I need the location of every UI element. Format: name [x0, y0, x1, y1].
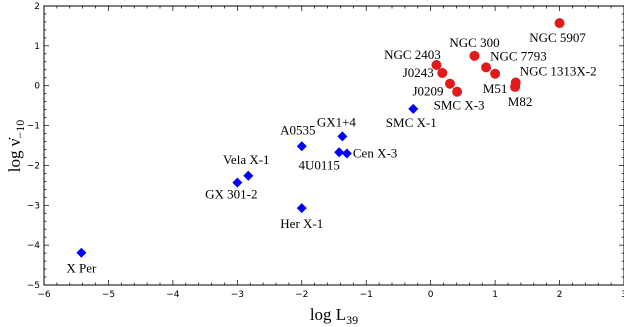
diamond-marker [243, 170, 254, 181]
y-tick-label: 0 [34, 82, 40, 92]
point-label: NGC 2403 [384, 47, 441, 62]
point-label: J0209 [412, 84, 443, 99]
y-axis-title: log ν̇−10 [5, 120, 27, 172]
x-tick-label: −6 [37, 290, 51, 300]
plot-frame [43, 5, 624, 286]
point-label: X Per [66, 261, 97, 276]
circle-marker [452, 86, 463, 97]
circle-marker [431, 59, 442, 70]
point-label: Cen X-3 [353, 145, 397, 160]
x-tick-label: −5 [102, 290, 115, 300]
circle-marker [437, 67, 448, 78]
point-label: M82 [508, 94, 533, 109]
x-tick-label: −4 [166, 290, 180, 300]
diamond-marker [341, 148, 352, 159]
diamond-marker [232, 177, 243, 188]
axis-ticks [43, 5, 624, 286]
x-tick-label: −1 [360, 290, 373, 300]
x-axis-title: log L39 [310, 305, 358, 327]
circle-marker [469, 50, 480, 61]
y-tick-label: −4 [27, 241, 41, 251]
point-label: A0535 [280, 122, 315, 137]
point-label: J0243 [403, 65, 434, 80]
point-label: SMC X-1 [386, 115, 437, 130]
x-tick-label: 0 [428, 290, 434, 300]
diamond-marker [334, 147, 345, 158]
point-label: GX1+4 [317, 114, 357, 129]
diamond-marker [337, 131, 348, 142]
point-label: M51 [483, 81, 508, 96]
data-markers [76, 18, 565, 258]
point-label: Vela X-1 [223, 152, 270, 167]
diamond-marker [76, 247, 87, 258]
y-tick-label: −1 [27, 122, 40, 132]
circle-marker [554, 18, 565, 29]
point-label: GX 301-2 [205, 187, 257, 202]
circle-marker [510, 81, 521, 92]
circle-marker [445, 78, 455, 89]
point-label: 4U0115 [298, 157, 339, 172]
point-label: NGC 5907 [529, 30, 586, 45]
point-label: NGC 7793 [490, 48, 547, 63]
point-label: NGC 300 [449, 35, 499, 50]
point-label: NGC 1313X-2 [520, 64, 597, 79]
y-tick-label: 2 [34, 2, 40, 12]
y-tick-label: −3 [27, 201, 40, 211]
x-tick-label: 1 [492, 290, 498, 300]
y-tick-label: 1 [34, 42, 40, 52]
x-tick-label: 3 [621, 290, 624, 300]
x-tick-label: −2 [295, 290, 308, 300]
point-label: SMC X-3 [434, 98, 485, 113]
point-labels: X Per Her X-1 GX 301-2 Vela X-1 A0535 4U0115 C… [66, 30, 596, 276]
diamond-marker [408, 103, 419, 114]
diamond-marker [296, 203, 307, 214]
y-tick-label: −5 [27, 281, 40, 291]
y-tick-label: −2 [27, 161, 40, 171]
circle-marker [481, 62, 492, 73]
circle-marker [490, 68, 501, 79]
x-tick-label: −3 [231, 290, 244, 300]
point-label: Her X-1 [280, 216, 323, 231]
x-tick-label: 2 [557, 290, 563, 300]
diamond-marker [296, 141, 307, 152]
